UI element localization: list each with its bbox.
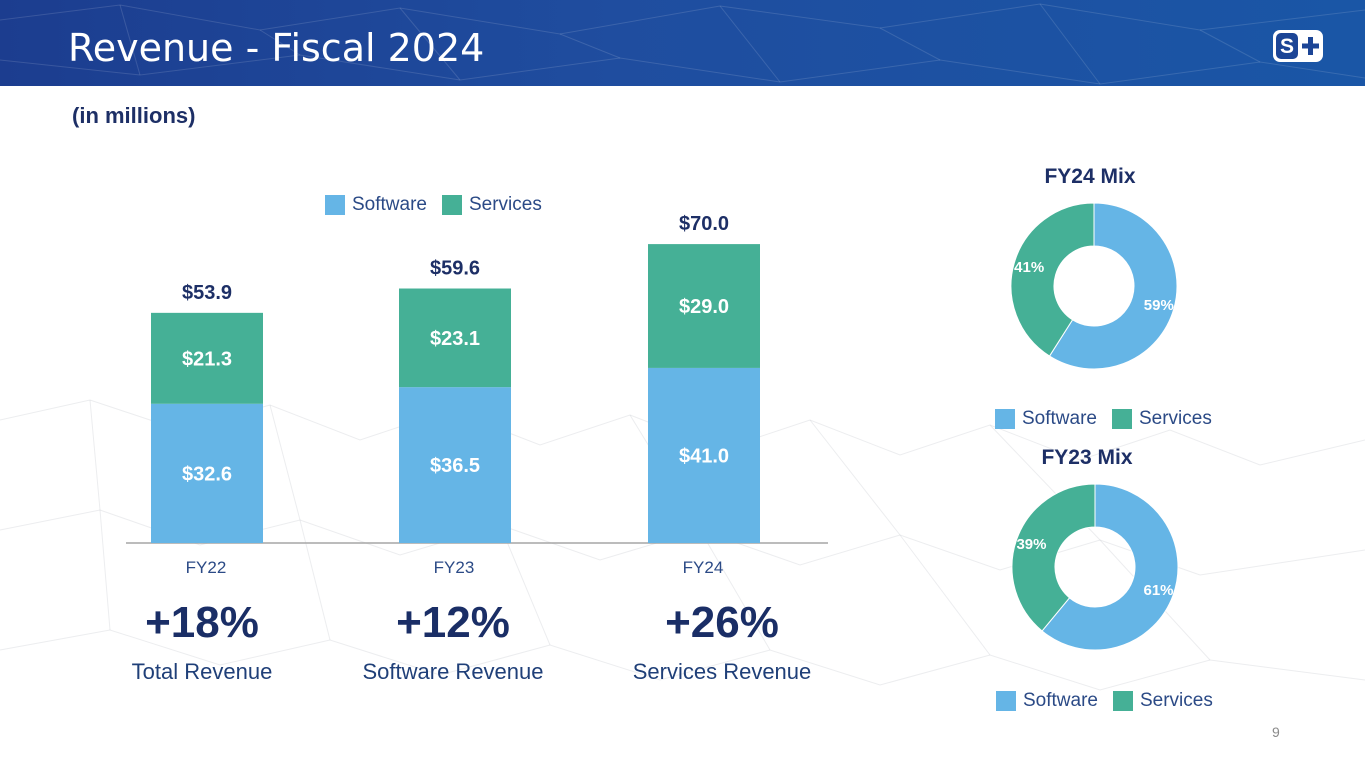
fy23-legend-services: Services <box>1112 690 1213 712</box>
legend-services-swatch <box>441 195 462 215</box>
fy23-mix-title: FY23 Mix <box>1041 446 1133 469</box>
label-services-fy23: $23.1 <box>430 328 480 350</box>
legend-software-swatch <box>325 195 345 215</box>
page-title: Revenue - Fiscal 2024 <box>68 26 485 70</box>
units-note: (in millions) <box>72 103 196 128</box>
label-total-fy23: $59.6 <box>430 258 480 280</box>
svg-text:S: S <box>1280 35 1294 58</box>
fy24-slice-software <box>1048 202 1178 370</box>
fy24-legend-services-swatch <box>1111 409 1132 429</box>
growth-software-value: +12% <box>396 598 510 647</box>
legend-software-label: Software <box>352 194 427 215</box>
fy23-legend-services-swatch <box>1112 691 1133 711</box>
slide-header: Revenue - Fiscal 2024 S S+ <box>0 0 1365 86</box>
growth-software-caption: Software Revenue <box>362 659 544 684</box>
fy23-legend-services-label: Services <box>1139 690 1213 711</box>
fy24-legend-services-label: Services <box>1138 408 1212 429</box>
bar-chart-legend: Software Services <box>325 194 542 216</box>
fy24-slice-services <box>1010 202 1095 357</box>
fy24-legend-services: Services <box>1111 408 1212 430</box>
label-total-fy24: $70.0 <box>679 213 729 235</box>
company-logo: S S+ <box>1273 30 1323 62</box>
fy24-legend-software-label: Software <box>1022 408 1097 429</box>
growth-services-caption: Services Revenue <box>632 659 812 684</box>
page-number: 9 <box>1272 724 1280 740</box>
label-total-fy22: $53.9 <box>182 282 232 304</box>
fy23-legend-software: Software <box>996 690 1098 712</box>
legend-software: Software <box>325 194 427 216</box>
fy23-legend-software-swatch <box>996 691 1016 711</box>
fy24-label-software: 59% <box>1144 297 1174 314</box>
fy24-legend-software-swatch <box>995 409 1015 429</box>
growth-services-value: +26% <box>665 598 779 647</box>
header-network-pattern <box>0 3 1365 85</box>
fy24-mix-title: FY24 Mix <box>1044 165 1136 188</box>
fy24-mix-legend: Software Services <box>995 408 1212 430</box>
growth-total-caption: Total Revenue <box>131 659 273 684</box>
growth-total-value: +18% <box>145 598 259 647</box>
fy23-legend-software-label: Software <box>1023 690 1098 711</box>
bar-services-fy24 <box>648 244 760 368</box>
legend-services: Services <box>441 194 542 216</box>
fy23-mix-legend: Software Services <box>996 690 1213 712</box>
legend-services-label: Services <box>468 194 542 215</box>
fy24-legend-software: Software <box>995 408 1097 430</box>
fy24-label-services: 41% <box>1014 259 1044 276</box>
label-services-fy24: $29.0 <box>679 296 729 318</box>
